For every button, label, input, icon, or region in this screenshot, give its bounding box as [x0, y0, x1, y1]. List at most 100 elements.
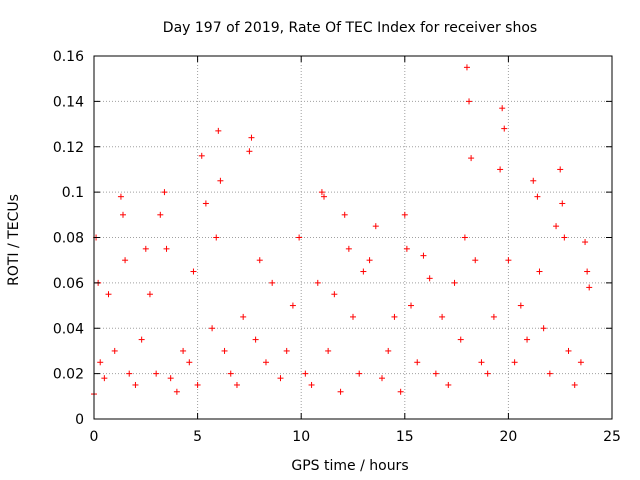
data-point	[401, 211, 408, 218]
data-point	[461, 234, 468, 241]
data-point	[105, 291, 112, 298]
data-point	[126, 370, 133, 377]
data-point	[320, 193, 327, 200]
data-point	[391, 313, 398, 320]
data-point	[501, 125, 508, 132]
data-point	[586, 284, 593, 291]
data-point	[180, 347, 187, 354]
data-point	[366, 257, 373, 264]
data-point	[167, 375, 174, 382]
data-point	[233, 381, 240, 388]
data-point	[277, 375, 284, 382]
data-point	[457, 336, 464, 343]
data-point	[213, 234, 220, 241]
y-tick-label: 0.1	[62, 185, 84, 201]
data-point	[289, 302, 296, 309]
x-tick-label: 0	[90, 429, 99, 445]
data-point	[561, 234, 568, 241]
data-point	[466, 98, 473, 105]
data-point	[565, 347, 572, 354]
data-point	[101, 375, 108, 382]
data-point	[463, 64, 470, 71]
data-point	[534, 193, 541, 200]
data-point	[132, 381, 139, 388]
x-tick-labels: 0 5 10 15 20 25	[90, 429, 621, 445]
chart-title: Day 197 of 2019, Rate Of TEC Index for r…	[163, 20, 537, 36]
data-point	[505, 257, 512, 264]
data-point	[472, 257, 479, 264]
y-tick-labels: 0 0.02 0.04 0.06 0.08 0.1 0.12 0.14 0.16	[53, 49, 84, 428]
data-point	[356, 370, 363, 377]
data-point	[331, 291, 338, 298]
data-point	[517, 302, 524, 309]
data-point	[252, 336, 259, 343]
data-point	[540, 325, 547, 332]
data-point	[432, 370, 439, 377]
data-point	[209, 325, 216, 332]
data-point	[325, 347, 332, 354]
data-point	[397, 388, 404, 395]
data-point	[163, 245, 170, 252]
data-point	[582, 239, 589, 246]
data-point	[157, 211, 164, 218]
x-tick-label: 20	[499, 429, 517, 445]
data-point	[302, 370, 309, 377]
data-point	[111, 347, 118, 354]
data-point	[408, 302, 415, 309]
x-tick-label: 10	[292, 429, 310, 445]
data-point	[372, 223, 379, 230]
y-tick-label: 0.08	[53, 231, 84, 247]
data-point	[194, 381, 201, 388]
data-point	[318, 189, 325, 196]
data-point	[215, 127, 222, 134]
data-point	[146, 291, 153, 298]
data-point	[198, 152, 205, 159]
data-point	[120, 211, 127, 218]
data-point	[283, 347, 290, 354]
y-tick-label: 0.06	[53, 276, 84, 292]
data-points	[91, 64, 593, 398]
data-point	[536, 268, 543, 275]
data-point	[524, 336, 531, 343]
data-point	[426, 275, 433, 282]
data-point	[256, 257, 263, 264]
x-tick-label: 25	[603, 429, 621, 445]
grid-lines	[94, 56, 612, 419]
data-point	[439, 313, 446, 320]
y-tick-label: 0.14	[53, 94, 84, 110]
data-point	[248, 134, 255, 141]
data-point	[122, 257, 129, 264]
x-tick-label: 5	[193, 429, 202, 445]
data-point	[511, 359, 518, 366]
data-point	[186, 359, 193, 366]
data-point	[153, 370, 160, 377]
y-tick-label: 0.12	[53, 140, 84, 156]
data-point	[202, 200, 209, 207]
y-tick-label: 0	[75, 412, 84, 428]
data-point	[173, 388, 180, 395]
data-point	[584, 268, 591, 275]
data-point	[559, 200, 566, 207]
data-point	[468, 155, 475, 162]
data-point	[190, 268, 197, 275]
y-tick-label: 0.04	[53, 321, 84, 337]
data-point	[262, 359, 269, 366]
data-point	[341, 211, 348, 218]
data-point	[499, 105, 506, 112]
x-axis-label: GPS time / hours	[291, 458, 408, 474]
data-point	[350, 313, 356, 320]
data-point	[445, 381, 452, 388]
data-point	[240, 313, 247, 320]
data-point	[484, 370, 491, 377]
data-point	[117, 193, 124, 200]
data-point	[490, 313, 497, 320]
data-point	[138, 336, 145, 343]
data-point	[546, 370, 553, 377]
data-point	[217, 177, 224, 184]
axis-ticks	[93, 55, 613, 420]
x-tick-label: 15	[396, 429, 414, 445]
data-point	[571, 381, 578, 388]
data-point	[308, 381, 315, 388]
data-point	[553, 223, 560, 230]
